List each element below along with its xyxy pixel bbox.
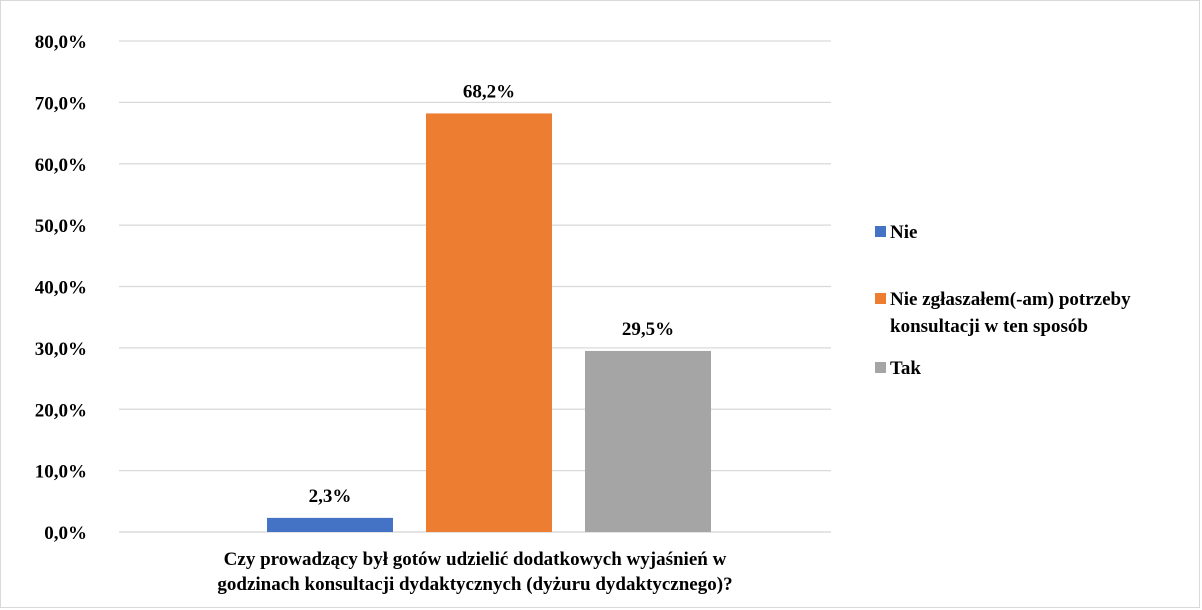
data-label: 2,3%: [309, 486, 352, 507]
legend-label: Tak: [890, 358, 921, 379]
bar-nie-0: [267, 517, 393, 532]
y-tick-label: 70,0%: [35, 93, 87, 114]
legend-swatch: [875, 362, 886, 373]
bars: [267, 113, 711, 533]
y-tick-label: 50,0%: [35, 216, 87, 237]
legend-label: Nie: [890, 222, 917, 243]
legend: Nie Nie zgłaszałem(-am) potrzeby konsultac…: [875, 222, 1131, 379]
data-labels: 2,3% 68,2% 29,5%: [309, 81, 675, 506]
legend-label: Nie zgłaszałem(-am) potrzeby: [890, 289, 1131, 310]
bar-tak-2: [585, 350, 711, 532]
y-tick-label: 40,0%: [35, 278, 87, 299]
y-tick-label: 80,0%: [35, 32, 87, 53]
y-tick-label: 30,0%: [35, 339, 87, 360]
y-tick-label: 10,0%: [35, 462, 87, 483]
x-category-label-line: Czy prowadzący był gotów udzielić dodatk…: [224, 549, 727, 570]
x-axis-category-label: Czy prowadzący był gotów udzielić dodatk…: [217, 549, 732, 595]
legend-swatch: [875, 293, 886, 304]
y-axis-tick-labels: 0,0% 10,0% 20,0% 30,0% 40,0% 50,0% 60,0% 70,0% 8…: [35, 32, 87, 544]
legend-swatch: [875, 226, 886, 237]
bar-nie-1: [426, 113, 552, 533]
legend-label: konsultacji w ten sposób: [890, 316, 1088, 337]
data-label: 68,2%: [463, 81, 515, 102]
y-tick-label: 0,0%: [44, 523, 87, 544]
y-tick-label: 60,0%: [35, 155, 87, 176]
y-tick-label: 20,0%: [35, 400, 87, 421]
x-category-label-line: godzinach konsultacji dydaktycznych (dyż…: [217, 574, 732, 595]
data-label: 29,5%: [622, 319, 674, 340]
